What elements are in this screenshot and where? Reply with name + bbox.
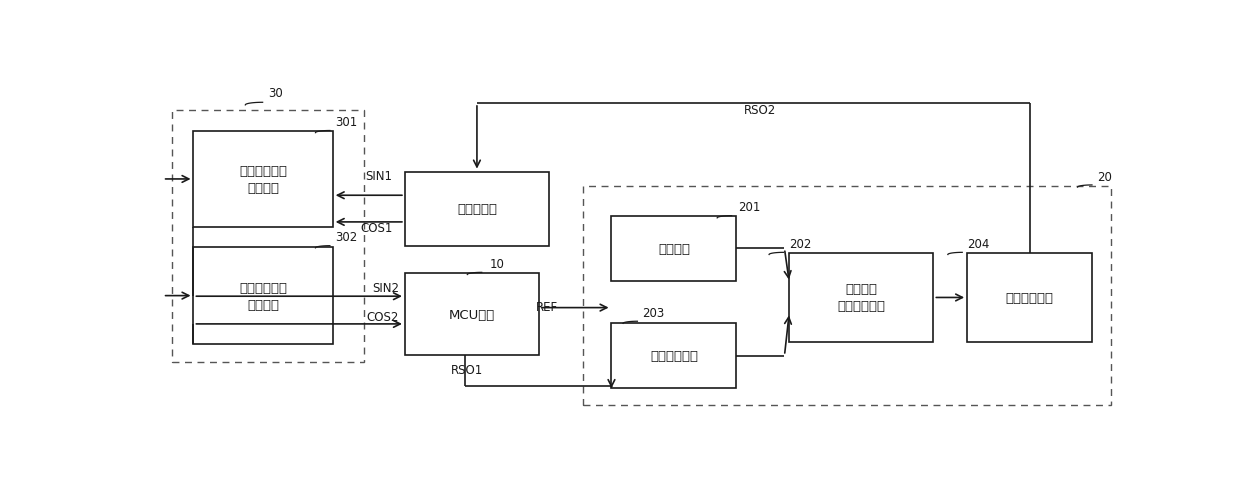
Text: RSO1: RSO1 bbox=[451, 364, 484, 377]
Text: 30: 30 bbox=[268, 87, 283, 100]
Text: RSO2: RSO2 bbox=[744, 104, 776, 117]
Text: 301: 301 bbox=[336, 116, 358, 129]
Text: 201: 201 bbox=[738, 201, 760, 214]
Bar bbox=[611, 324, 737, 388]
Bar bbox=[611, 216, 737, 281]
Bar bbox=[193, 248, 332, 344]
Text: 励磁电压
幅值调节单元: 励磁电压 幅值调节单元 bbox=[837, 283, 885, 313]
Text: 滤波单元: 滤波单元 bbox=[658, 242, 689, 255]
Bar bbox=[789, 253, 934, 342]
Text: 第一放大单元: 第一放大单元 bbox=[650, 349, 698, 362]
Text: SIN1: SIN1 bbox=[366, 169, 392, 182]
Bar bbox=[172, 111, 365, 362]
Bar bbox=[193, 132, 332, 228]
Text: 旋转变压器: 旋转变压器 bbox=[456, 203, 497, 216]
Bar bbox=[967, 253, 1092, 342]
Text: 203: 203 bbox=[642, 306, 665, 319]
Text: MCU模块: MCU模块 bbox=[449, 308, 495, 321]
Text: 20: 20 bbox=[1096, 170, 1111, 183]
Bar bbox=[404, 172, 549, 246]
Text: REF: REF bbox=[536, 300, 558, 313]
Text: 202: 202 bbox=[789, 238, 812, 251]
Text: 204: 204 bbox=[967, 238, 990, 251]
Bar bbox=[583, 187, 1111, 405]
Text: 第二放大单元: 第二放大单元 bbox=[1006, 291, 1054, 304]
Text: COS2: COS2 bbox=[367, 311, 399, 324]
Text: SIN2: SIN2 bbox=[372, 281, 399, 294]
Text: COS1: COS1 bbox=[360, 221, 392, 234]
Text: 余弦信号滤波
调理单元: 余弦信号滤波 调理单元 bbox=[239, 281, 288, 311]
Text: 正弦信号滤波
调理单元: 正弦信号滤波 调理单元 bbox=[239, 165, 288, 194]
Text: 302: 302 bbox=[336, 230, 358, 243]
Text: 10: 10 bbox=[490, 257, 505, 271]
Bar bbox=[404, 274, 539, 355]
